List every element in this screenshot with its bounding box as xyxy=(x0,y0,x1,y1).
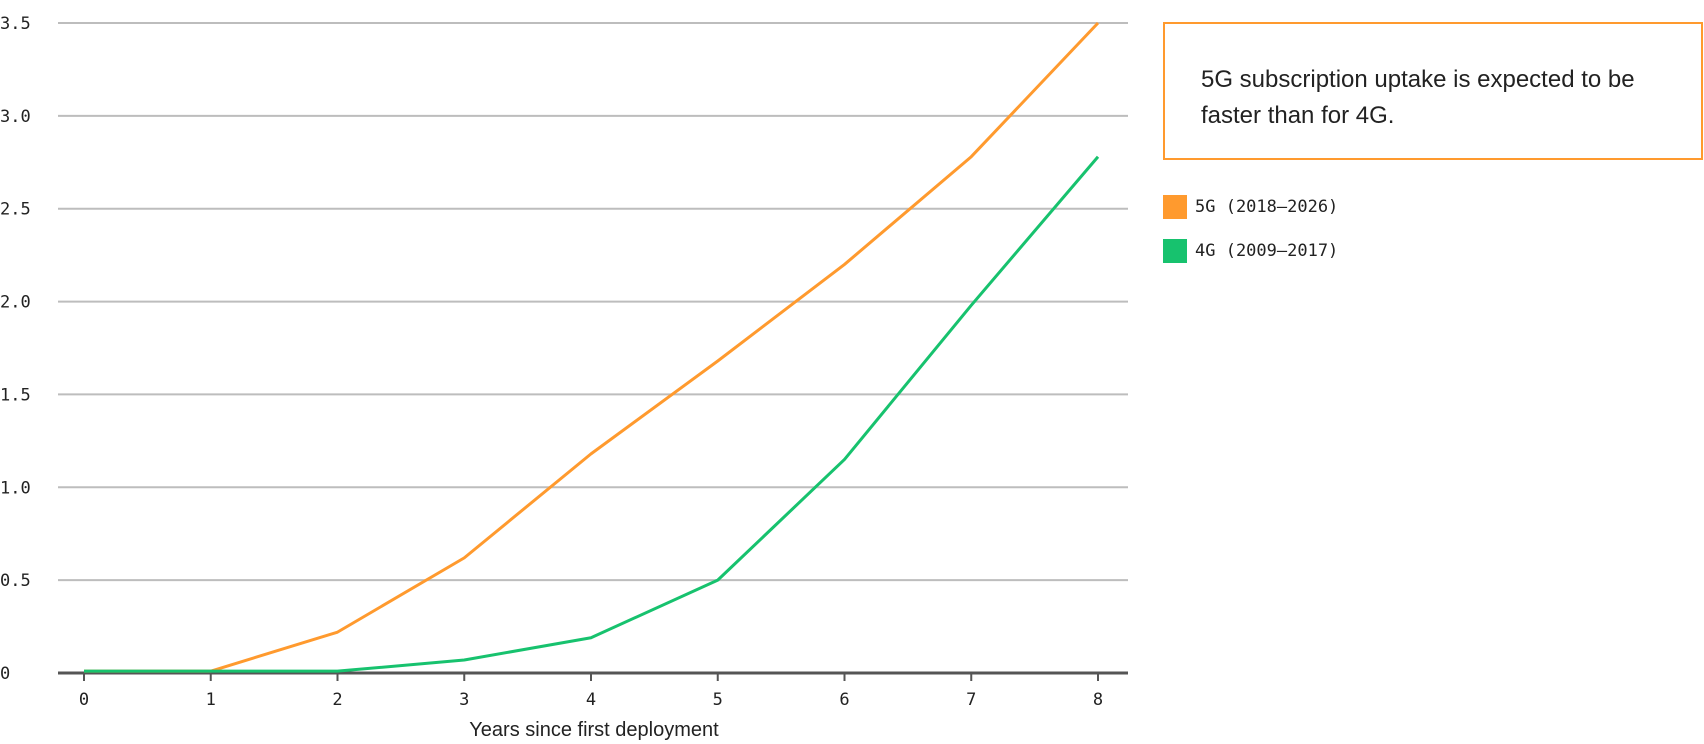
legend-swatch-5g xyxy=(1163,195,1187,219)
annotation-box: 5G subscription uptake is expected to be… xyxy=(1163,22,1703,160)
legend-label-4g: 4G (2009–2017) xyxy=(1195,241,1339,261)
series-lines xyxy=(84,21,1100,673)
y-tick-label: 0 xyxy=(0,664,10,684)
x-tick-label: 3 xyxy=(459,690,469,710)
x-axis-title: Years since first deployment xyxy=(469,719,719,741)
series-line-4g xyxy=(84,155,1100,673)
legend-label-5g: 5G (2018–2026) xyxy=(1195,197,1339,217)
series-line-5g xyxy=(84,21,1100,673)
x-tick-label: 4 xyxy=(586,690,596,710)
x-tick-label: 8 xyxy=(1093,690,1103,710)
y-tick-label: 1.5 xyxy=(0,385,31,405)
y-tick-label: 0.5 xyxy=(0,571,31,591)
x-tick-label: 0 xyxy=(79,690,89,710)
x-tick-label: 5 xyxy=(713,690,723,710)
y-axis-ticks: 0 0.5 1.0 1.5 2.0 2.5 3.0 3.5 xyxy=(0,14,31,684)
annotation-text: 5G subscription uptake is expected to be… xyxy=(1201,66,1635,129)
x-tick-label: 7 xyxy=(966,690,976,710)
y-tick-label: 3.0 xyxy=(0,107,31,127)
x-tick-label: 2 xyxy=(332,690,342,710)
x-tick-label: 6 xyxy=(839,690,849,710)
y-tick-label: 1.0 xyxy=(0,478,31,498)
legend: 5G (2018–2026) 4G (2009–2017) xyxy=(1163,194,1338,282)
legend-swatch-4g xyxy=(1163,239,1187,263)
x-tick-label: 1 xyxy=(206,690,216,710)
legend-item-4g: 4G (2009–2017) xyxy=(1163,238,1338,264)
x-axis-ticks: 0 1 2 3 4 5 6 7 8 xyxy=(79,673,1103,710)
y-tick-label: 2.5 xyxy=(0,200,31,220)
gridlines xyxy=(58,22,1128,675)
y-tick-label: 3.5 xyxy=(0,14,31,34)
y-tick-label: 2.0 xyxy=(0,293,31,313)
legend-item-5g: 5G (2018–2026) xyxy=(1163,194,1338,220)
